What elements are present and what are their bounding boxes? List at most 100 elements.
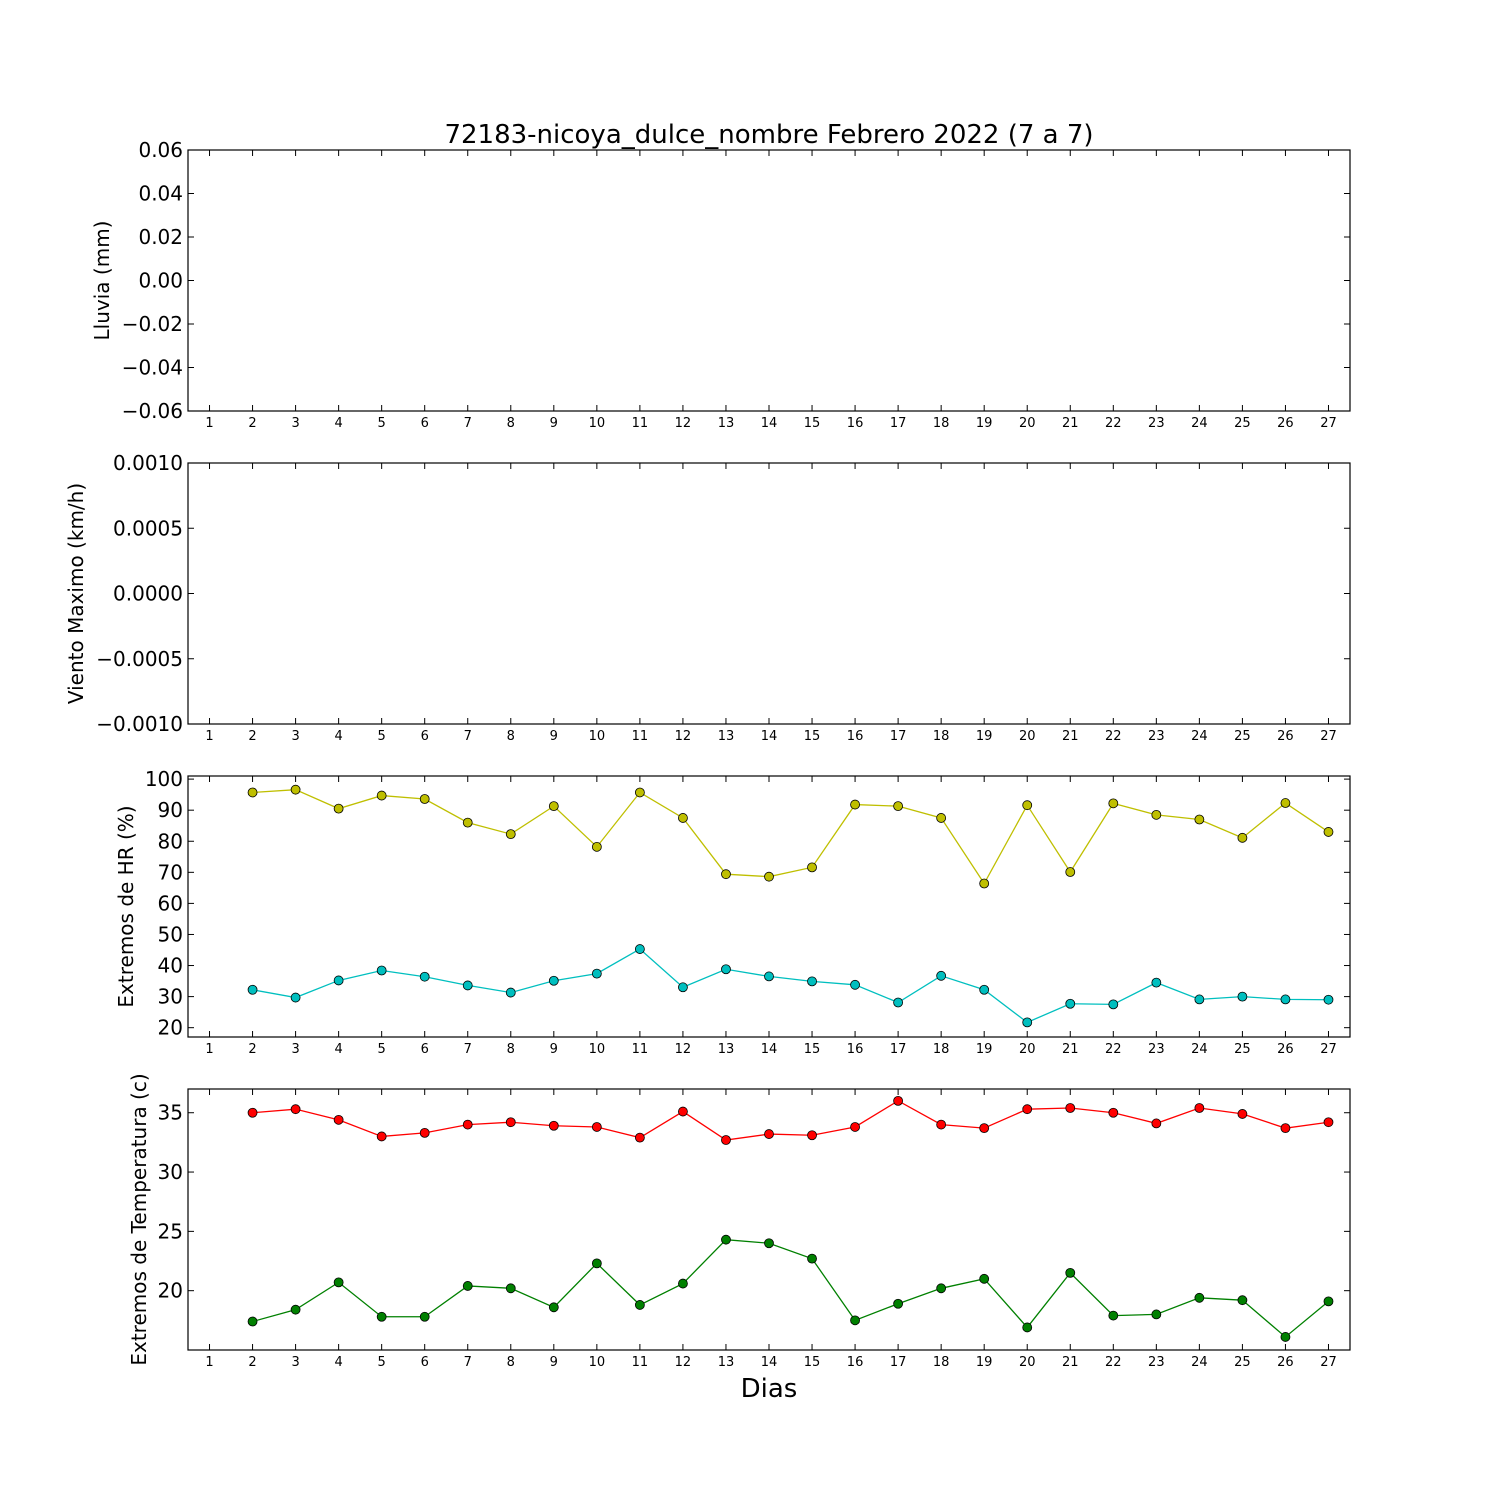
data-point (1151, 977, 1162, 988)
x-tick-label: 19 (976, 1355, 993, 1370)
x-tick-label: 22 (1105, 1355, 1122, 1370)
x-tick-label: 12 (675, 1042, 692, 1057)
x-tick-label: 11 (632, 729, 649, 744)
x-tick-label: 2 (248, 729, 256, 744)
data-point (1151, 1309, 1162, 1320)
data-point (333, 803, 344, 814)
x-tick-label: 12 (675, 416, 692, 431)
x-tick-label: 26 (1277, 1042, 1294, 1057)
data-point (1022, 1322, 1033, 1333)
data-point (333, 1277, 344, 1288)
data-point (290, 784, 301, 795)
data-point (1237, 991, 1248, 1002)
data-point (290, 1304, 301, 1315)
y-tick-label: 90 (158, 798, 183, 822)
data-point (634, 1300, 645, 1310)
x-tick-label: 23 (1148, 1042, 1165, 1057)
y-axis-label-hr: Extremos de HR (%) (114, 805, 138, 1007)
data-point (1194, 1103, 1205, 1113)
data-point (1151, 809, 1162, 820)
x-tick-label: 8 (507, 416, 515, 431)
x-tick-label: 17 (890, 416, 907, 431)
x-axis-label: Dias (741, 1374, 798, 1404)
data-point (1065, 998, 1076, 1009)
x-tick-label: 11 (632, 1042, 649, 1057)
x-tick-label: 7 (464, 729, 472, 744)
series-line-temperatura-1 (252, 1238, 1329, 1338)
panels: −0.06−0.04−0.020.000.020.040.061 2 3 4 5 6 7 8 9… (64, 138, 1351, 1370)
data-point (1280, 1123, 1291, 1134)
x-tick-label: 8 (507, 1355, 515, 1370)
y-axis-label-temperatura: Extremos de Temperatura (c) (127, 1073, 151, 1365)
x-tick-label: 15 (804, 1042, 821, 1057)
data-point (548, 801, 559, 812)
x-tick-label: 23 (1148, 729, 1165, 744)
y-tick-label: 100 (145, 767, 183, 791)
chart-title: 72183-nicoya_dulce_nombre Febrero 2022 (… (444, 120, 1093, 150)
x-tick-label: 12 (675, 1355, 692, 1370)
x-tick-label: 18 (933, 1042, 950, 1057)
data-point (1194, 1292, 1205, 1303)
data-point (376, 965, 387, 976)
x-tick-label: 9 (550, 416, 558, 431)
x-tick-label: 14 (761, 729, 778, 744)
x-tick-label: 3 (291, 1042, 299, 1057)
x-tick-label: 27 (1320, 1355, 1337, 1370)
x-tick-label: 21 (1062, 416, 1079, 431)
data-point (721, 1135, 731, 1145)
data-point (1280, 1332, 1291, 1342)
data-point (376, 1131, 387, 1142)
data-point (1108, 1310, 1119, 1321)
x-tick-label: 15 (804, 729, 821, 744)
data-point (462, 817, 473, 828)
data-point (1237, 1295, 1248, 1306)
data-point (721, 964, 731, 975)
x-tick-label: 27 (1320, 729, 1337, 744)
y-tick-label: 0.0000 (113, 582, 183, 606)
data-point (807, 862, 817, 873)
x-tick-label: 7 (464, 1355, 472, 1370)
data-point (1065, 1267, 1076, 1278)
data-point (247, 787, 258, 798)
data-point (505, 829, 516, 840)
data-point (850, 1122, 860, 1132)
x-tick-label: 5 (378, 1042, 386, 1057)
data-point (634, 1132, 645, 1143)
x-tick-label: 17 (890, 1355, 907, 1370)
x-tick-label: 18 (933, 416, 950, 431)
y-tick-label: 30 (158, 985, 183, 1009)
y-tick-label: 30 (158, 1160, 183, 1184)
series-line-temperatura-0 (252, 1100, 1329, 1141)
x-tick-label: 19 (976, 416, 993, 431)
data-point (850, 799, 860, 810)
x-tick-label: 6 (421, 729, 429, 744)
y-tick-label: 0.0005 (113, 516, 183, 540)
x-tick-label: 1 (205, 416, 213, 431)
data-point (591, 1122, 602, 1132)
x-tick-label: 6 (421, 1042, 429, 1057)
data-point (678, 813, 688, 823)
data-point (419, 794, 430, 804)
data-point (893, 801, 904, 812)
x-tick-label: 22 (1105, 1042, 1122, 1057)
data-point (1237, 1109, 1248, 1119)
x-tick-label: 3 (291, 1355, 299, 1370)
x-tick-label: 6 (421, 416, 429, 431)
data-point (850, 1315, 860, 1326)
x-tick-label: 21 (1062, 1355, 1079, 1370)
x-tick-label: 4 (334, 416, 342, 431)
data-point (979, 878, 990, 889)
x-tick-label: 20 (1019, 729, 1036, 744)
data-point (893, 1095, 904, 1106)
x-tick-label: 10 (589, 729, 606, 744)
y-tick-label: −0.0005 (96, 647, 183, 671)
x-tick-label: 20 (1019, 1042, 1036, 1057)
x-tick-label: 13 (718, 1355, 735, 1370)
y-axis-label-viento: Viento Maximo (km/h) (64, 483, 88, 704)
x-tick-label: 5 (378, 416, 386, 431)
x-tick-label: 17 (890, 729, 907, 744)
